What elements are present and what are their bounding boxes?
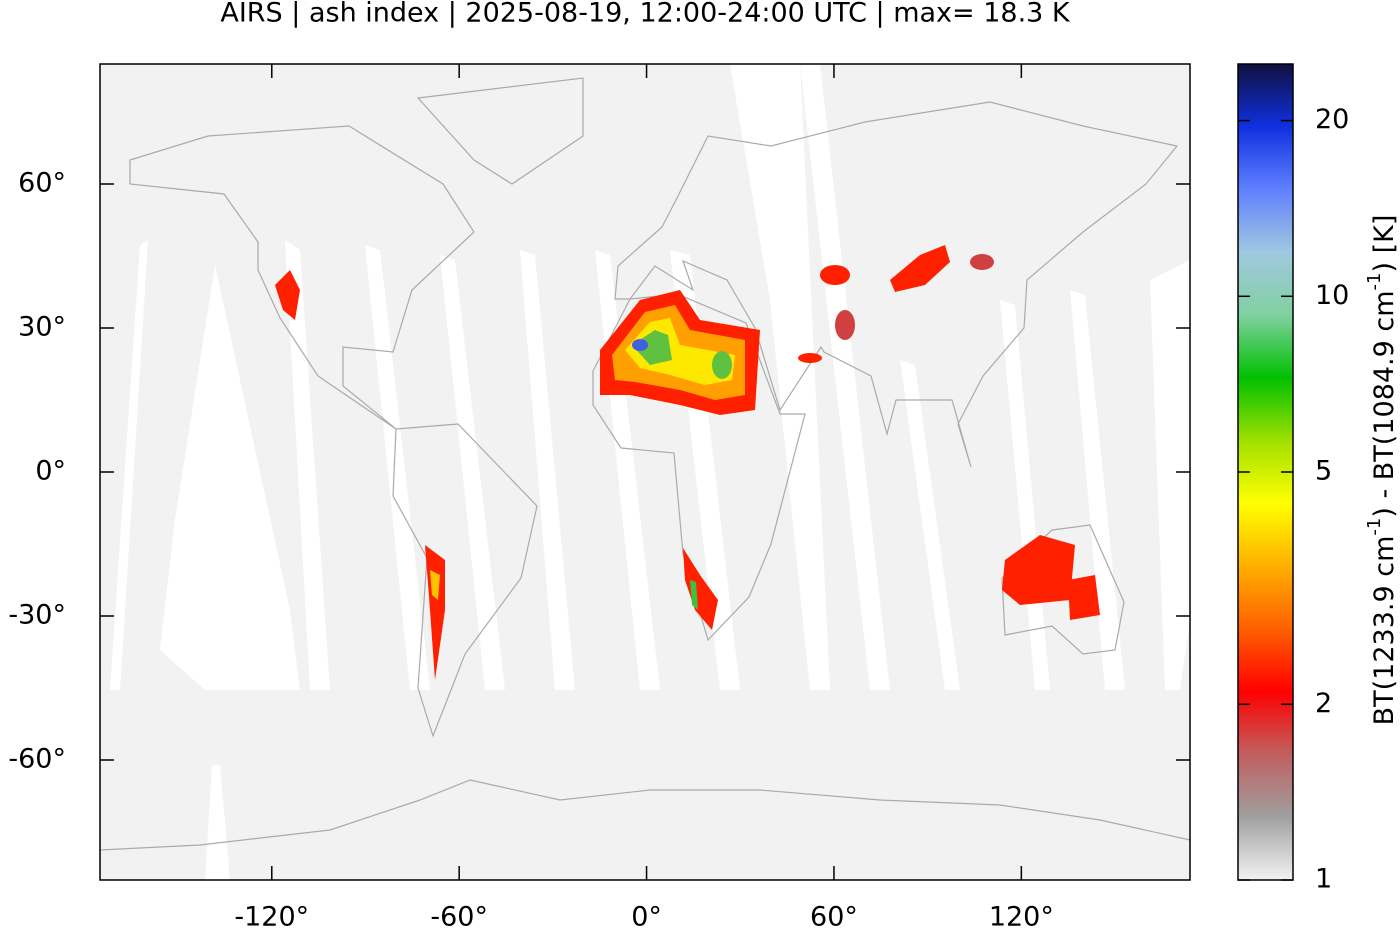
colorbar-tick-label: 10 — [1315, 280, 1349, 311]
missing-swaths — [110, 64, 1190, 880]
colorbar-tick-label: 1 — [1315, 864, 1332, 895]
map-area — [100, 64, 1190, 880]
map-background — [100, 64, 1190, 880]
colorbar-label: BT(1233.9 cm-1) - BT(1084.9 cm-1) [K] — [1364, 215, 1400, 726]
y-tick-label: 0° — [35, 456, 66, 487]
x-tick-label: -120° — [234, 902, 309, 930]
ash-signal — [275, 245, 1100, 680]
colorbar-tick-label: 20 — [1315, 104, 1349, 135]
y-tick-label: 60° — [18, 168, 66, 199]
y-tick-label: -30° — [8, 600, 66, 631]
colorbar-tick-label: 2 — [1315, 688, 1332, 719]
x-tick-label: 60° — [810, 902, 858, 930]
x-tick-label: -60° — [430, 902, 488, 930]
y-tick-label: -60° — [8, 744, 66, 775]
map-title: AIRS | ash index | 2025-08-19, 12:00-24:… — [220, 0, 1071, 29]
colorbar-tick-label: 5 — [1315, 456, 1332, 487]
x-tick-label: 120° — [989, 902, 1054, 930]
x-tick-label: 0° — [631, 902, 662, 930]
coastlines — [100, 77, 1190, 851]
y-tick-label: 30° — [18, 312, 66, 343]
